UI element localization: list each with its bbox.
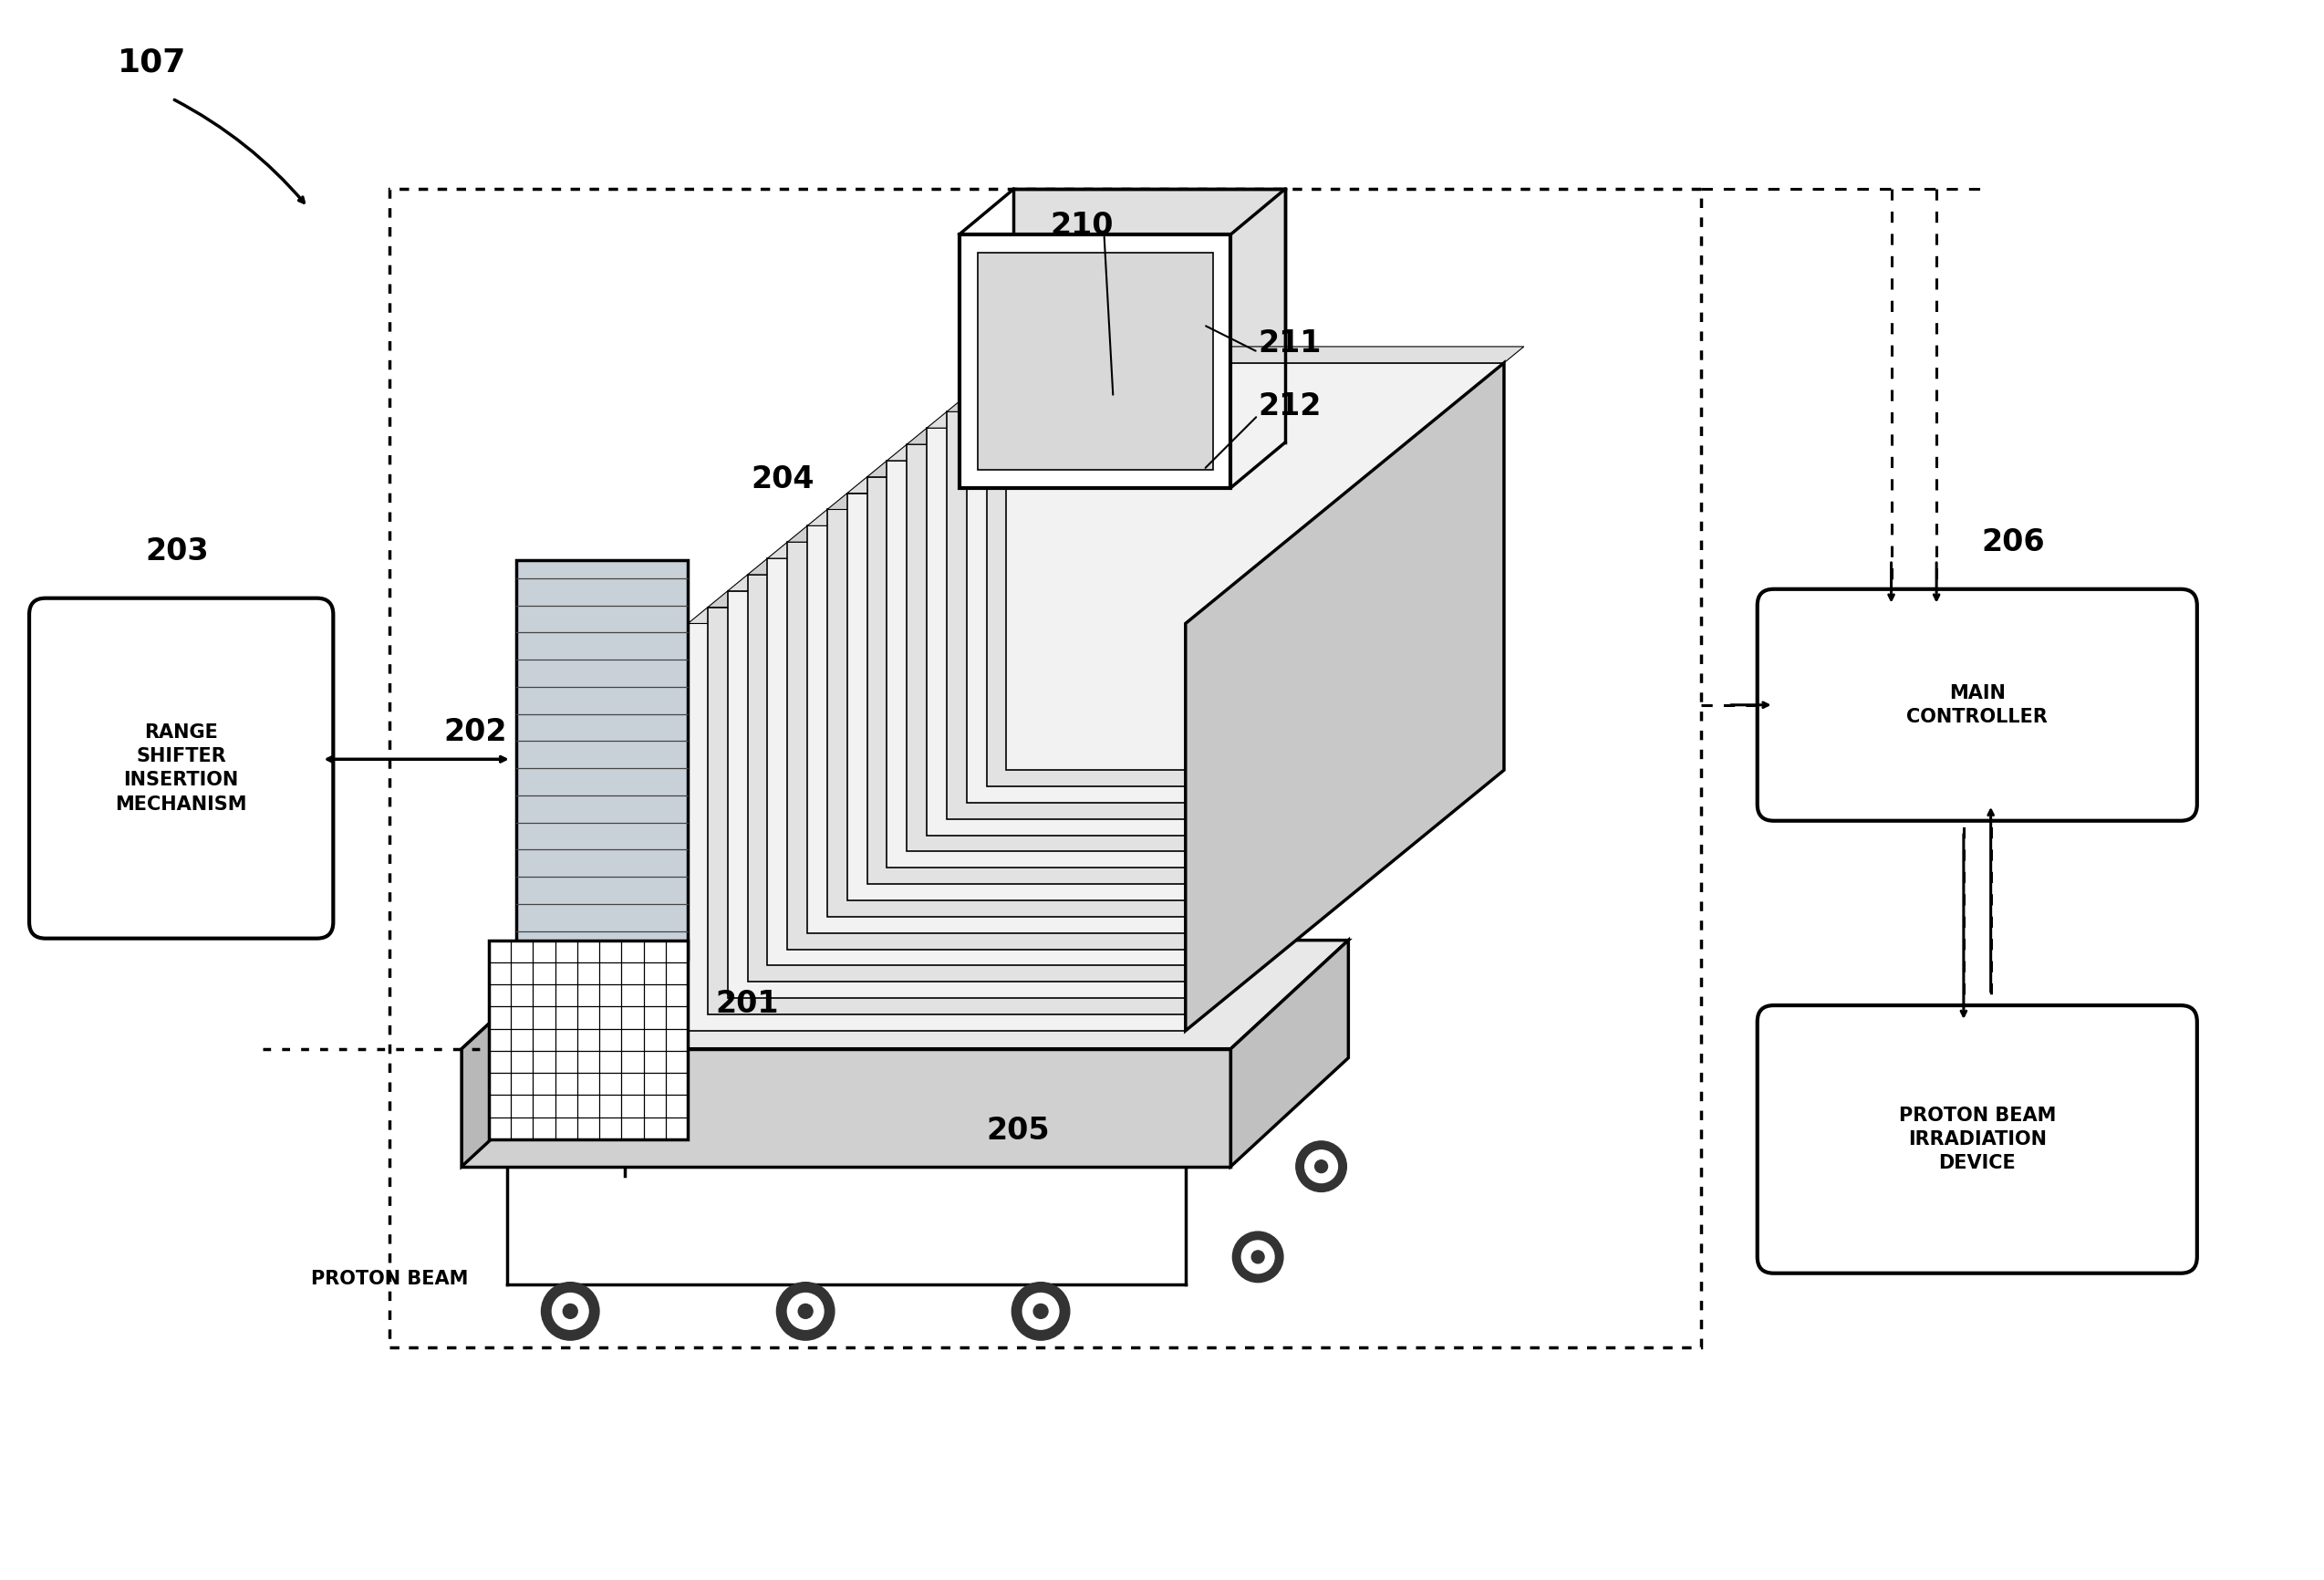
Polygon shape (788, 526, 1306, 542)
Circle shape (553, 1292, 588, 1329)
Polygon shape (1006, 346, 1525, 363)
Text: PROTON BEAM: PROTON BEAM (311, 1269, 467, 1288)
Polygon shape (848, 493, 1346, 901)
Polygon shape (1185, 363, 1504, 1030)
Text: 202: 202 (444, 717, 507, 747)
Text: 206: 206 (1982, 528, 2045, 558)
Polygon shape (462, 940, 1348, 1049)
Text: 201: 201 (716, 989, 779, 1019)
FancyBboxPatch shape (1757, 589, 2196, 820)
Polygon shape (709, 607, 1206, 1014)
Polygon shape (727, 575, 1246, 591)
Polygon shape (960, 234, 1232, 488)
Polygon shape (1013, 190, 1285, 442)
Polygon shape (1006, 363, 1504, 769)
Polygon shape (806, 509, 1325, 526)
Polygon shape (688, 624, 1185, 1030)
Text: 203: 203 (144, 537, 209, 567)
Polygon shape (748, 575, 1246, 981)
Polygon shape (848, 477, 1364, 493)
Circle shape (776, 1283, 834, 1340)
Polygon shape (488, 940, 688, 1139)
Text: 210: 210 (1050, 210, 1113, 240)
Text: PROTON BEAM
IRRADIATION
DEVICE: PROTON BEAM IRRADIATION DEVICE (1899, 1106, 2057, 1172)
Polygon shape (927, 428, 1425, 836)
Polygon shape (946, 395, 1464, 412)
Circle shape (1241, 1240, 1274, 1273)
Polygon shape (827, 509, 1325, 916)
Text: 107: 107 (119, 47, 186, 77)
Polygon shape (985, 363, 1504, 379)
Polygon shape (767, 542, 1285, 558)
Polygon shape (462, 1049, 1232, 1166)
Polygon shape (688, 607, 1206, 624)
Polygon shape (727, 591, 1225, 999)
Polygon shape (967, 395, 1464, 803)
Circle shape (1253, 1251, 1264, 1264)
Polygon shape (748, 558, 1264, 575)
Circle shape (1232, 1231, 1283, 1283)
Polygon shape (788, 542, 1285, 950)
Bar (390, 190, 1701, 1348)
Text: 211: 211 (1257, 329, 1320, 359)
Polygon shape (827, 493, 1346, 509)
Circle shape (788, 1292, 823, 1329)
Polygon shape (867, 477, 1364, 885)
Polygon shape (927, 412, 1443, 428)
Polygon shape (888, 444, 1404, 461)
Text: 204: 204 (751, 465, 816, 495)
Polygon shape (967, 379, 1485, 395)
Polygon shape (1232, 940, 1348, 1166)
Polygon shape (867, 461, 1385, 477)
Circle shape (1011, 1283, 1069, 1340)
Polygon shape (806, 526, 1306, 932)
Text: MAIN
CONTROLLER: MAIN CONTROLLER (1906, 684, 2047, 727)
Polygon shape (946, 412, 1443, 818)
Polygon shape (906, 428, 1425, 444)
Circle shape (1034, 1304, 1048, 1318)
Polygon shape (985, 379, 1485, 787)
Circle shape (797, 1304, 813, 1318)
Polygon shape (767, 558, 1264, 965)
Text: 205: 205 (985, 1115, 1050, 1146)
Circle shape (1297, 1141, 1346, 1191)
Polygon shape (462, 940, 579, 1166)
Circle shape (1023, 1292, 1060, 1329)
Polygon shape (906, 444, 1404, 852)
FancyBboxPatch shape (1757, 1005, 2196, 1273)
Circle shape (1306, 1150, 1339, 1183)
Polygon shape (978, 253, 1213, 469)
Text: 212: 212 (1257, 392, 1320, 422)
Polygon shape (709, 591, 1225, 607)
Polygon shape (516, 561, 688, 959)
FancyBboxPatch shape (30, 599, 332, 939)
Text: RANGE
SHIFTER
INSERTION
MECHANISM: RANGE SHIFTER INSERTION MECHANISM (116, 724, 246, 814)
Polygon shape (888, 461, 1385, 867)
Circle shape (1315, 1160, 1327, 1172)
Circle shape (562, 1304, 579, 1318)
Circle shape (541, 1283, 600, 1340)
